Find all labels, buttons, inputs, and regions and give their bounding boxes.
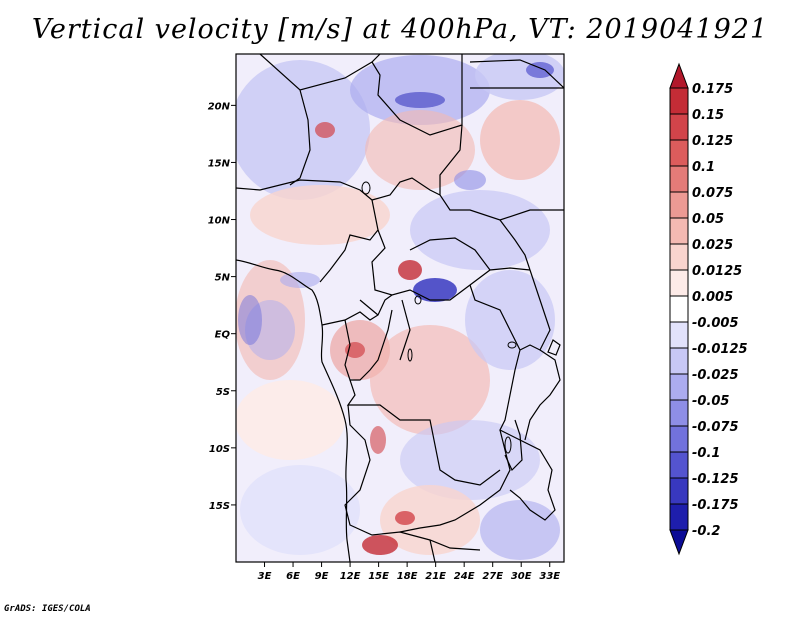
x-tick-label: 12E [340, 571, 361, 582]
y-tick-label: 15S [209, 501, 230, 512]
grads-credit: GrADS: IGES/COLA [4, 604, 91, 614]
colorbar-segment [669, 217, 689, 245]
colorbar-label: -0.1 [692, 446, 720, 461]
y-tick-label: EQ [215, 330, 231, 341]
colorbar-segment [669, 87, 689, 115]
colorbar-label: 0.0125 [692, 264, 742, 279]
x-tick-label: 21E [425, 571, 446, 582]
y-tick-label: 15N [208, 158, 231, 169]
colorbar-segment [669, 191, 689, 219]
colorbar-label: 0.175 [692, 82, 733, 97]
map-title: Vertical velocity [m/s] at 400hPa, VT: 2… [31, 14, 769, 45]
x-tick-label: 18E [397, 571, 418, 582]
colorbar-segment [669, 243, 689, 271]
colorbar-segment [669, 425, 689, 453]
x-tick-label: 6E [286, 571, 300, 582]
colorbar-segment [669, 451, 689, 479]
colorbar-label: 0.05 [692, 212, 724, 227]
colorbar-segment [669, 503, 689, 531]
colorbar-label: 0.005 [692, 290, 733, 305]
x-tick-label: 9E [315, 571, 329, 582]
colorbar-label: 0.125 [692, 134, 733, 149]
lakes [361, 181, 517, 454]
colorbar-segment [669, 321, 689, 349]
colorbar: 0.175 0.15 0.125 0.1 0.075 0.05 0.025 0.0125 0.0… [669, 62, 748, 556]
colorbar-label: -0.05 [692, 394, 729, 409]
map-panel [235, 53, 565, 563]
colorbar-upper-triangle [669, 62, 689, 89]
colorbar-label: 0.1 [692, 160, 715, 175]
y-tick-label: 10S [209, 444, 230, 455]
country-borders [236, 54, 564, 562]
x-axis: 3E 6E 9E 12E 15E 18E 21E 24E 27E 30E 33E [258, 562, 560, 582]
colorbar-segment [669, 373, 689, 401]
map-frame [235, 53, 565, 563]
colorbar-label: -0.075 [692, 420, 739, 435]
y-tick-label: 20N [208, 101, 231, 112]
x-tick-label: 3E [258, 571, 272, 582]
colorbar-label: -0.125 [692, 472, 739, 487]
colorbar-label: -0.175 [692, 498, 739, 513]
colorbar-label: -0.025 [692, 368, 739, 383]
colorbar-segment [669, 113, 689, 141]
colorbar-segment [669, 139, 689, 167]
colorbar-segment [669, 165, 689, 193]
colorbar-label: 0.025 [692, 238, 733, 253]
colorbar-segment [669, 347, 689, 375]
colorbar-segment [669, 399, 689, 427]
x-tick-label: 27E [482, 571, 503, 582]
colorbar-label: -0.005 [692, 316, 739, 331]
colorbar-segment [669, 295, 689, 323]
colorbar-label: -0.0125 [692, 342, 748, 357]
y-tick-label: 10N [208, 216, 231, 227]
colorbar-segment [669, 269, 689, 297]
x-tick-label: 33E [539, 571, 560, 582]
y-axis: 20N 15N 10N 5N EQ 5S 10S 15S [208, 101, 236, 512]
colorbar-label: 0.075 [692, 186, 733, 201]
x-tick-label: 24E [454, 571, 475, 582]
x-tick-label: 30E [511, 571, 532, 582]
colorbar-lower-triangle [669, 529, 689, 556]
y-tick-label: 5S [216, 387, 230, 398]
colorbar-label: -0.2 [692, 524, 720, 539]
colorbar-segment [669, 477, 689, 505]
y-tick-label: 5N [215, 273, 231, 284]
colorbar-label: 0.15 [692, 108, 724, 123]
x-tick-label: 15E [368, 571, 389, 582]
